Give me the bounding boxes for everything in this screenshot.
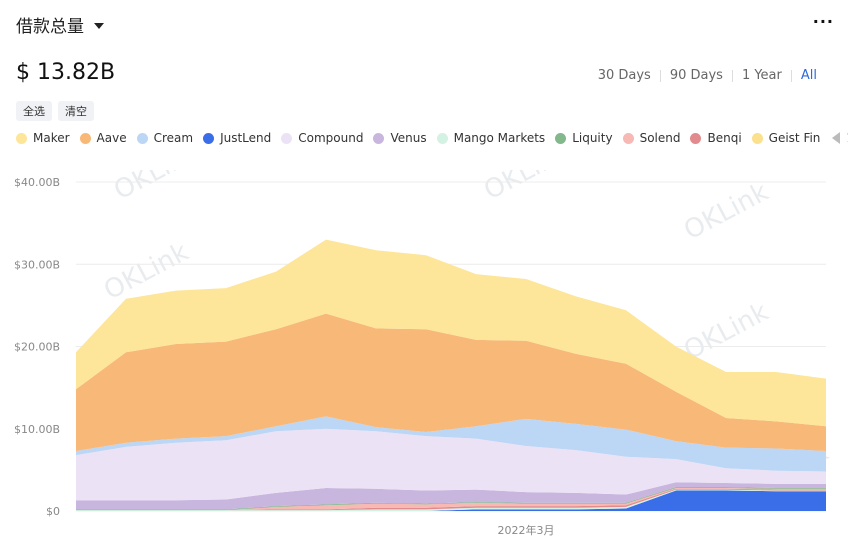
area-series <box>76 239 826 511</box>
watermark: OKLink <box>479 170 573 206</box>
legend-label: Benqi <box>707 131 742 145</box>
divider <box>731 69 733 82</box>
watermark: OKLink <box>679 177 773 246</box>
series-area-justlend[interactable] <box>76 490 826 511</box>
legend-item-benqi[interactable]: Benqi <box>690 131 742 145</box>
caret-down-icon[interactable] <box>94 22 104 29</box>
legend-actions: 全选 清空 <box>16 101 94 121</box>
legend-swatch <box>622 132 634 144</box>
divider <box>790 69 792 82</box>
range-90-days[interactable]: 90 Days <box>669 68 723 83</box>
legend-swatch <box>436 132 448 144</box>
series-area-solend[interactable] <box>76 487 826 511</box>
legend-label: Maker <box>33 131 70 145</box>
legend-swatch <box>373 132 385 144</box>
legend-swatch <box>16 132 27 144</box>
legend-label: Cream <box>153 131 194 145</box>
legend-label: Mango Markets <box>453 131 546 145</box>
series-area-cream[interactable] <box>76 416 826 472</box>
legend-swatch <box>751 132 763 144</box>
x-axis-tick-labels: 2022年3月 <box>498 523 555 537</box>
legend-label: Aave <box>96 131 127 145</box>
y-tick-label: $0 <box>46 505 60 518</box>
range-30-days[interactable]: 30 Days <box>597 68 651 83</box>
watermark: OKLink <box>109 170 203 206</box>
select-all-button[interactable]: 全选 <box>16 101 52 121</box>
legend-item-justlend[interactable]: JustLend <box>203 131 271 145</box>
prev-page-icon[interactable] <box>832 132 841 144</box>
metric-selector[interactable]: 借款总量 <box>16 12 104 37</box>
page-title: 借款总量 <box>16 17 84 37</box>
legend-swatch <box>79 132 91 144</box>
legend-item-compound[interactable]: Compound <box>281 131 363 145</box>
y-axis-tick-labels: $0 $10.00B $20.00B $30.00B $40.00B <box>14 176 60 518</box>
legend-item-solend[interactable]: Solend <box>622 131 681 145</box>
clear-button[interactable]: 清空 <box>58 101 94 121</box>
y-tick-label: $40.00B <box>14 176 60 189</box>
ellipsis-icon[interactable]: ··· <box>812 12 834 31</box>
legend-swatch <box>136 132 148 144</box>
legend-swatch <box>281 132 293 144</box>
x-tick-label: 2022年3月 <box>498 523 555 537</box>
legend-page-indicator: 1/5 <box>846 131 848 145</box>
series-area-venus[interactable] <box>76 482 826 510</box>
legend-swatch <box>555 132 567 144</box>
legend-pager: 1/5 <box>832 131 848 145</box>
legend-item-geist-fin[interactable]: Geist Fin <box>751 131 821 145</box>
series-area-maker[interactable] <box>76 239 826 427</box>
series-area-compound[interactable] <box>76 428 826 501</box>
chart-legend: Maker Aave Cream JustLend Compound Venus Mango… <box>16 131 848 145</box>
legend-label: Liquity <box>572 131 613 145</box>
legend-item-maker[interactable]: Maker <box>16 131 70 145</box>
borrow-volume-chart: OKLinkOKLinkOKLinkOKLinkOKLinkOKLinkOKLi… <box>14 170 833 537</box>
legend-item-aave[interactable]: Aave <box>79 131 127 145</box>
legend-label: JustLend <box>220 131 272 145</box>
legend-label: Solend <box>639 131 681 145</box>
legend-swatch <box>690 132 702 144</box>
time-range-selector: 30 Days 90 Days 1 Year All <box>589 68 826 83</box>
y-tick-label: $20.00B <box>14 341 60 354</box>
legend-label: Compound <box>298 131 364 145</box>
legend-item-cream[interactable]: Cream <box>136 131 194 145</box>
legend-label: Venus <box>390 131 427 145</box>
y-tick-label: $10.00B <box>14 423 60 436</box>
divider <box>659 69 661 82</box>
legend-label: Geist Fin <box>768 131 821 145</box>
range-all[interactable]: All <box>800 68 817 83</box>
series-area-aave[interactable] <box>76 313 826 451</box>
legend-swatch <box>203 132 215 144</box>
legend-item-venus[interactable]: Venus <box>373 131 427 145</box>
legend-item-mango-markets[interactable]: Mango Markets <box>436 131 546 145</box>
range-1-year[interactable]: 1 Year <box>741 68 782 83</box>
total-value: $ 13.82B <box>16 60 116 85</box>
y-tick-label: $30.00B <box>14 258 60 271</box>
legend-item-liquity[interactable]: Liquity <box>555 131 613 145</box>
